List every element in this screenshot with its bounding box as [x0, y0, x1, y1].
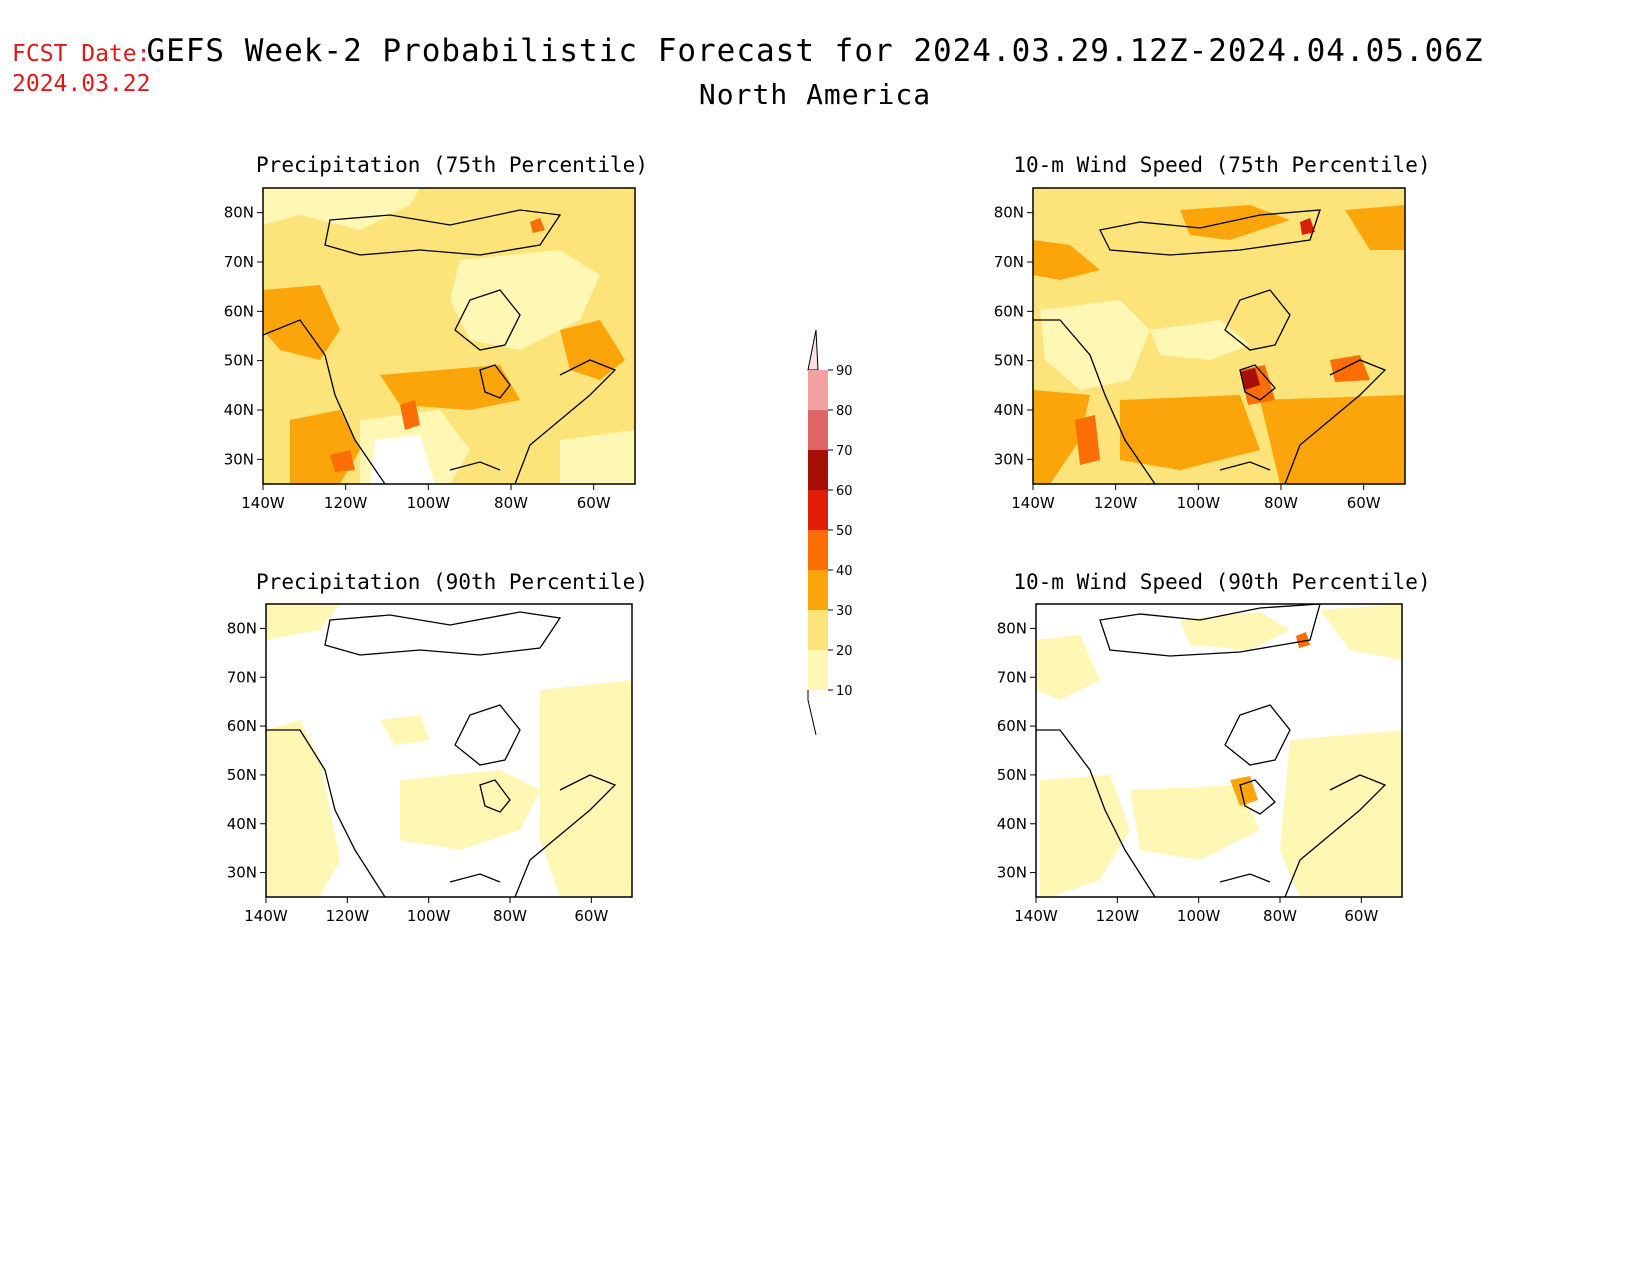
lat-tick-label: 80N: [227, 619, 257, 637]
wind-90-field: [1036, 604, 1402, 897]
lat-tick-label: 60N: [994, 302, 1024, 320]
map-frame: [1035, 603, 1403, 898]
colorbar-bottom-cap: [807, 690, 817, 736]
lon-tick-label: 60W: [1344, 907, 1378, 925]
lon-tick-label: 80W: [1263, 907, 1297, 925]
colorbar-tick-label: 90: [836, 364, 853, 379]
lat-tick-label: 40N: [224, 401, 254, 419]
lon-tick-label: 100W: [1177, 907, 1221, 925]
panel-precip-90: Precipitation (90th Percentile): [256, 570, 648, 898]
lat-tick-label: 40N: [227, 815, 257, 833]
lon-tick-label: 120W: [1094, 494, 1138, 512]
panel-wind-75: 10-m Wind Speed (75th Percentile): [1013, 153, 1431, 485]
lon-tick-label: 80W: [1264, 494, 1298, 512]
fcst-date: 2024.03.22: [12, 71, 150, 97]
lat-tick-label: 30N: [227, 864, 257, 882]
lon-tick-label: 120W: [324, 494, 368, 512]
lon-tick-label: 140W: [1014, 907, 1058, 925]
colorbar-bin: [808, 490, 828, 530]
lat-tick-label: 40N: [997, 815, 1027, 833]
lat-tick-label: 50N: [994, 352, 1024, 370]
colorbar: 10 20 30 40 50 60 70 80 90: [807, 329, 853, 736]
colorbar-tick-label: 30: [836, 604, 853, 619]
panel-title: Precipitation (75th Percentile): [256, 153, 648, 177]
lat-tick-label: 70N: [997, 668, 1027, 686]
colorbar-ticks: 10 20 30 40 50 60 70 80 90: [828, 364, 853, 699]
lon-tick-label: 60W: [574, 907, 608, 925]
lat-tick-label: 60N: [224, 302, 254, 320]
colorbar-tick-label: 10: [836, 684, 853, 699]
colorbar-bin: [808, 610, 828, 650]
lat-tick-label: 80N: [997, 619, 1027, 637]
fcst-label: FCST Date:: [12, 41, 150, 67]
colorbar-bin: [808, 410, 828, 450]
lon-tick-label: 80W: [493, 907, 527, 925]
wind-75-field: [1033, 188, 1405, 484]
panel-title: 10-m Wind Speed (75th Percentile): [1013, 153, 1430, 177]
lat-tick-label: 50N: [997, 766, 1027, 784]
lat-tick-label: 80N: [224, 204, 254, 222]
colorbar-tick-label: 40: [836, 564, 853, 579]
colorbar-top-cap: [807, 329, 819, 371]
colorbar-tick-label: 70: [836, 444, 853, 459]
colorbar-bin: [808, 570, 828, 610]
lon-tick-label: 140W: [241, 494, 285, 512]
lon-tick-label: 100W: [1177, 494, 1221, 512]
colorbar-tick-label: 60: [836, 484, 853, 499]
lat-tick-label: 60N: [227, 717, 257, 735]
colorbar-bin: [808, 450, 828, 490]
lon-tick-label: 60W: [577, 494, 611, 512]
panel-title: Precipitation (90th Percentile): [256, 570, 648, 594]
lat-tick-label: 50N: [227, 766, 257, 784]
lat-tick-label: 70N: [224, 253, 254, 271]
precip-75-field: [263, 188, 635, 484]
lon-tick-label: 120W: [1096, 907, 1140, 925]
lat-tick-label: 30N: [994, 450, 1024, 468]
lat-tick-label: 50N: [224, 352, 254, 370]
lat-tick-label: 30N: [997, 864, 1027, 882]
panel-title: 10-m Wind Speed (90th Percentile): [1013, 570, 1430, 594]
colorbar-tick-label: 50: [836, 524, 853, 539]
colorbar-bin: [808, 370, 828, 410]
precip-90-field: [266, 604, 632, 897]
lat-tick-label: 80N: [994, 204, 1024, 222]
lon-tick-label: 100W: [407, 907, 451, 925]
lon-tick-label: 140W: [244, 907, 288, 925]
colorbar-bin: [808, 530, 828, 570]
lon-tick-label: 80W: [494, 494, 528, 512]
lon-tick-label: 120W: [326, 907, 370, 925]
lon-tick-label: 100W: [407, 494, 451, 512]
lat-tick-label: 70N: [994, 253, 1024, 271]
figure-subtitle: North America: [699, 78, 931, 111]
axis-ticks: 80N 70N 60N 50N 40N 30N 140W 120W 100W 80W 60W 80N 7…: [224, 204, 1381, 925]
lat-tick-label: 30N: [224, 450, 254, 468]
map-frame: [262, 187, 636, 485]
colorbar-tick-label: 20: [836, 644, 853, 659]
map-frame: [265, 603, 633, 898]
colorbar-tick-label: 80: [836, 404, 853, 419]
colorbar-bin: [808, 650, 828, 690]
figure-title: GEFS Week-2 Probabilistic Forecast for 2…: [146, 33, 1483, 69]
map-frame: [1032, 187, 1406, 485]
lon-tick-label: 140W: [1011, 494, 1055, 512]
lat-tick-label: 40N: [994, 401, 1024, 419]
panel-wind-90: 10-m Wind Speed (90th Percentile): [1013, 570, 1431, 898]
lat-tick-label: 60N: [997, 717, 1027, 735]
panel-precip-75: Precipitation (75th Percentile): [256, 153, 648, 485]
lon-tick-label: 60W: [1347, 494, 1381, 512]
lat-tick-label: 70N: [227, 668, 257, 686]
